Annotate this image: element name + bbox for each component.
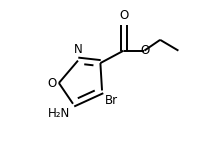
Text: N: N	[74, 43, 82, 56]
Text: O: O	[141, 44, 150, 57]
Text: Br: Br	[105, 94, 118, 107]
Text: O: O	[119, 9, 128, 22]
Text: O: O	[47, 77, 56, 89]
Text: H₂N: H₂N	[48, 107, 71, 120]
